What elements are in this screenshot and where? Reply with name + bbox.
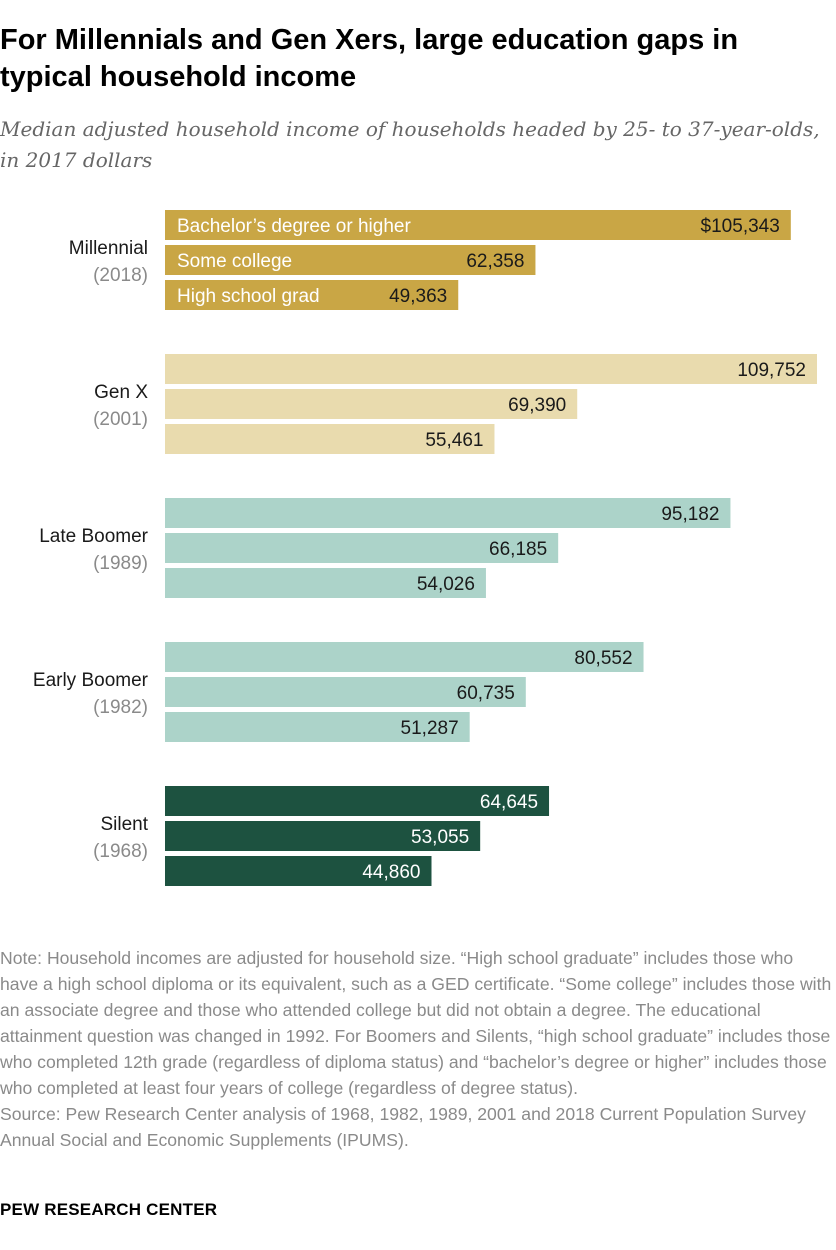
group-label: Late Boomer bbox=[39, 526, 148, 547]
bar-value-label: 69,390 bbox=[508, 395, 566, 416]
pew-logo-text: PEW RESEARCH CENTER bbox=[0, 1200, 218, 1219]
bar-value-label: 44,860 bbox=[362, 862, 420, 883]
series-label: Bachelor’s degree or higher bbox=[177, 216, 411, 237]
bar-value-label: 55,461 bbox=[425, 430, 483, 451]
bar-value-label: 64,645 bbox=[480, 792, 538, 813]
bar bbox=[165, 210, 791, 240]
bar-value-label: 53,055 bbox=[411, 827, 469, 848]
group-label: Early Boomer bbox=[33, 670, 149, 691]
bar bbox=[165, 642, 644, 672]
note-text: Note: Household incomes are adjusted for… bbox=[0, 948, 832, 1098]
group-label: Silent bbox=[100, 814, 148, 835]
series-label: High school grad bbox=[177, 286, 320, 307]
bar bbox=[165, 856, 432, 886]
group-year-label: (1968) bbox=[93, 841, 148, 862]
bar-value-label: 54,026 bbox=[417, 574, 475, 595]
bar bbox=[165, 533, 559, 563]
group-year-label: (1989) bbox=[93, 553, 148, 574]
bar bbox=[165, 677, 526, 707]
bar-value-label: 109,752 bbox=[737, 360, 806, 381]
group-year-label: (2018) bbox=[93, 265, 148, 286]
group-label: Millennial bbox=[69, 238, 148, 259]
chart-subtitle: Median adjusted household income of hous… bbox=[0, 117, 820, 172]
bar-chart: Millennial (2018) $105,343 Bachelor’s degre… bbox=[33, 210, 817, 886]
bar bbox=[165, 280, 459, 310]
group-label: Gen X bbox=[94, 382, 148, 403]
bar-value-label: 60,735 bbox=[457, 683, 515, 704]
bar-value-label: 49,363 bbox=[389, 286, 447, 307]
bar bbox=[165, 498, 731, 528]
bar bbox=[165, 821, 481, 851]
chart-note: Note: Household incomes are adjusted for… bbox=[0, 945, 834, 1153]
bar bbox=[165, 712, 470, 742]
source-text: Source: Pew Research Center analysis of … bbox=[0, 1104, 806, 1150]
bar bbox=[165, 424, 495, 454]
series-label: Some college bbox=[177, 251, 292, 272]
group-year-label: (2001) bbox=[93, 409, 148, 430]
bar bbox=[165, 245, 536, 275]
chart-title: For Millennials and Gen Xers, large educ… bbox=[0, 24, 739, 93]
bar bbox=[165, 568, 486, 598]
bar-value-label: 95,182 bbox=[661, 504, 719, 525]
bar-value-label: 80,552 bbox=[574, 648, 632, 669]
group-year-label: (1982) bbox=[93, 697, 148, 718]
bar-value-label: $105,343 bbox=[701, 216, 780, 237]
bar bbox=[165, 786, 550, 816]
bar-value-label: 51,287 bbox=[401, 718, 459, 739]
bar-value-label: 66,185 bbox=[489, 539, 547, 560]
bar bbox=[165, 354, 817, 384]
bar-value-label: 62,358 bbox=[466, 251, 524, 272]
bar bbox=[165, 389, 578, 419]
